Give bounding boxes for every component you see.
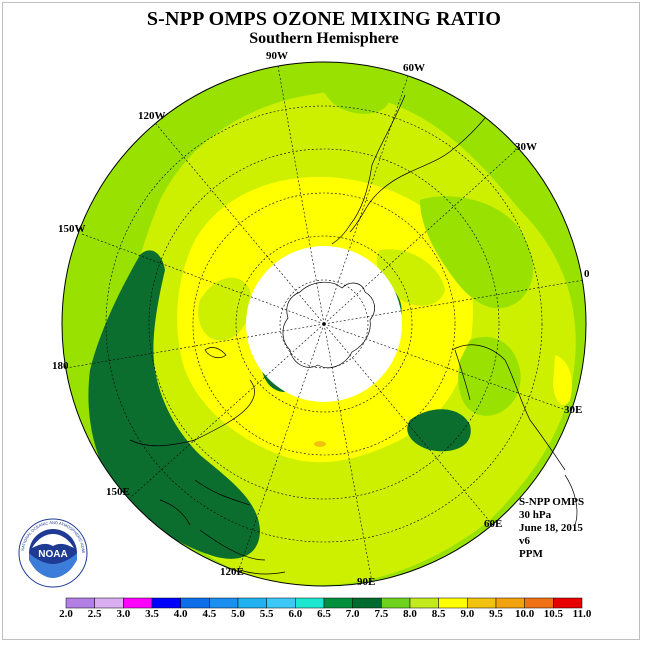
colorbar-swatch: [467, 597, 497, 609]
lon-label-120e: 120E: [220, 566, 244, 578]
lon-label-60w: 60W: [403, 62, 425, 74]
lon-label-150e: 150E: [106, 486, 130, 498]
colorbar-label: 5.0: [231, 608, 245, 620]
colorbar-swatch: [352, 597, 382, 609]
lon-label-90w: 90W: [266, 50, 288, 62]
colorbar-swatch: [123, 597, 153, 609]
colorbar-label: 6.0: [288, 608, 303, 620]
colorbar-swatch: [237, 597, 267, 609]
colorbar-label: 8.0: [403, 608, 417, 620]
field-8p5-patch-east: [553, 355, 572, 405]
date-text: June 18, 2015: [519, 522, 583, 534]
field-8p0-patch: [198, 277, 251, 341]
info-block: S-NPP OMPS 30 hPa June 18, 2015 v6 PPM: [519, 496, 584, 561]
colorbar-label: 3.0: [116, 608, 131, 620]
field-7p0-band: [88, 250, 260, 559]
field-7p5-atlantic: [420, 196, 534, 309]
colorbar-label: 5.5: [259, 608, 274, 620]
madagascar-coast: [564, 474, 578, 526]
figure-frame: [2, 2, 640, 640]
map-title: S-NPP OMPS OZONE MIXING RATIO: [146, 8, 502, 30]
colorbar-label: 9.0: [460, 608, 475, 620]
map-subtitle: Southern Hemisphere: [249, 30, 399, 47]
africa-coast: [451, 344, 566, 471]
units-text: PPM: [519, 548, 543, 560]
colorbar-label: 3.5: [145, 608, 159, 620]
colorbar-swatch: [65, 597, 95, 609]
colorbar-swatch: [381, 597, 411, 609]
south-america-coast: [331, 94, 486, 245]
colorbar-labels: 2.0 2.5 3.0 3.5 4.0 4.5 5.0 5.5 6.0 6.5 7.0 7.5 8.0 8…: [0, 608, 648, 622]
colorbar-label: 10.0: [515, 608, 535, 620]
colorbar-label: 4.0: [173, 608, 188, 620]
colorbar-label: 11.0: [572, 608, 592, 620]
field-7p5-south: [458, 336, 521, 416]
coastlines: [129, 94, 578, 575]
meridians: [65, 65, 585, 583]
colorbar-label: 9.5: [489, 608, 503, 620]
field-7p0-blob: [407, 409, 471, 452]
colorbar-swatch: [180, 597, 210, 609]
colorbar-swatch: [209, 597, 239, 609]
colorbar-label: 7.0: [345, 608, 360, 620]
colorbar-label: 8.5: [431, 608, 446, 620]
colorbar-swatch: [266, 597, 296, 609]
version-text: v6: [519, 535, 530, 547]
colorbar-swatch: [438, 597, 468, 609]
noaa-logo: NOAA NATIONAL OCEANIC AND ATMOSPHERIC AD…: [18, 518, 88, 588]
instrument-text: S-NPP OMPS: [519, 496, 585, 508]
lon-label-90e: 90E: [357, 576, 376, 588]
lon-label-30w: 30W: [515, 141, 537, 153]
colorbar-label: 10.5: [543, 608, 563, 620]
colorbar-label: 2.5: [87, 608, 102, 620]
colorbar-swatch: [94, 597, 124, 609]
colorbar-swatch: [524, 597, 554, 609]
colorbar-swatch: [323, 597, 353, 609]
australia-coast: [129, 379, 266, 561]
indonesia-coast: [159, 499, 286, 575]
lon-label-120w: 120W: [138, 110, 166, 122]
colorbar-swatch: [553, 597, 583, 609]
new-zealand-coast: [204, 347, 227, 359]
colorbar-label: 6.5: [317, 608, 331, 620]
colorbar-label: 7.5: [374, 608, 389, 620]
colorbar-swatch: [295, 597, 325, 609]
latitude-circles: [105, 105, 543, 543]
lon-label-60e: 60E: [484, 518, 503, 530]
colorbar-swatch: [151, 597, 181, 609]
antarctica-coast: [282, 281, 375, 369]
map-boundary: [61, 61, 587, 587]
field-7p5-top: [318, 62, 390, 114]
noaa-logo-text: NOAA: [38, 549, 67, 560]
pressure-level-text: 30 hPa: [519, 509, 552, 521]
lon-label-0: 0: [584, 268, 590, 280]
colorbar: [65, 597, 583, 609]
colorbar-label: 2.0: [59, 608, 73, 620]
colorbar-label: 4.5: [202, 608, 217, 620]
field-9p0-spot: [314, 441, 326, 447]
colorbar-swatch: [495, 597, 525, 609]
south-pole-dot: [322, 322, 326, 326]
lon-label-180: 180: [52, 360, 69, 372]
colorbar-swatch: [409, 597, 439, 609]
lon-label-150w: 150W: [58, 223, 86, 235]
lon-label-30e: 30E: [564, 404, 583, 416]
